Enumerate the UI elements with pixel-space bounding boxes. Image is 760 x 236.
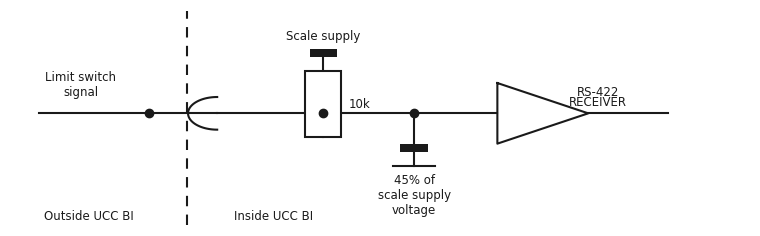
Text: RECEIVER: RECEIVER bbox=[568, 96, 627, 109]
Bar bbox=[305, 71, 341, 137]
Text: RS-422: RS-422 bbox=[577, 86, 619, 99]
Text: Inside UCC BI: Inside UCC BI bbox=[234, 210, 314, 223]
Text: 10k: 10k bbox=[349, 97, 371, 110]
Text: Scale supply: Scale supply bbox=[286, 30, 360, 43]
Text: Outside UCC BI: Outside UCC BI bbox=[43, 210, 133, 223]
Bar bbox=[401, 144, 428, 152]
Text: 45% of
scale supply
voltage: 45% of scale supply voltage bbox=[378, 174, 451, 217]
Text: Limit switch
signal: Limit switch signal bbox=[46, 71, 116, 99]
Bar bbox=[309, 49, 337, 57]
